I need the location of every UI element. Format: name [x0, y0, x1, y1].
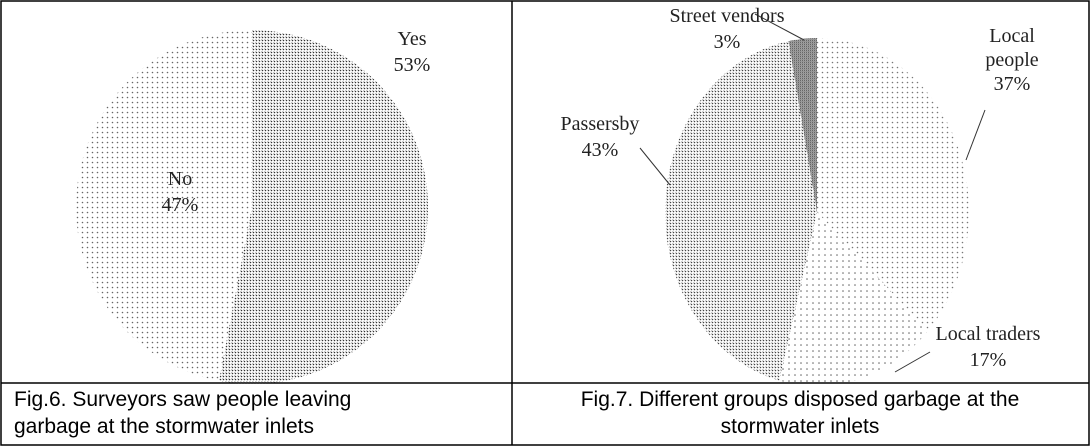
caption: Fig.6. Surveyors saw people leaving: [14, 388, 351, 411]
slice-value-label: 47%: [162, 194, 199, 216]
slice-label: Local traders: [936, 323, 1041, 345]
pie-slice: [219, 30, 429, 385]
pie-slice: [664, 41, 817, 381]
caption: garbage at the stormwater inlets: [14, 415, 314, 438]
leader-line: [965, 109, 986, 161]
slice-label: No: [168, 168, 192, 190]
slice-value-label: 43%: [582, 139, 619, 161]
caption: stormwater inlets: [721, 415, 880, 438]
leader-line: [639, 147, 671, 186]
slice-value-label: 3%: [714, 31, 741, 53]
slice-value-label: 53%: [394, 54, 431, 76]
leader-line: [754, 13, 805, 41]
slice-label: Yes: [397, 28, 426, 50]
slice-label: Local people: [985, 25, 1038, 71]
slice-value-label: 37%: [994, 73, 1031, 95]
pie-slice: [817, 38, 969, 332]
pie-slice: [779, 212, 928, 386]
slice-label: Street vendors: [670, 5, 785, 27]
pie-slice: [76, 30, 252, 381]
leader-line: [894, 351, 931, 373]
slice-value-label: 17%: [970, 349, 1007, 371]
pie-slice: [788, 38, 817, 212]
slice-label: Passersby: [561, 113, 640, 135]
caption: Fig.7. Different groups disposed garbage…: [581, 388, 1020, 411]
